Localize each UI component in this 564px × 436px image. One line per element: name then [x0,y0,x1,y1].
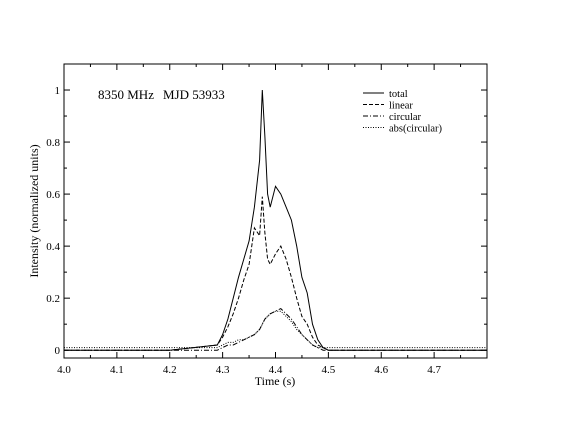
y-tick-label: 1 [55,85,61,97]
x-tick-label: 4.4 [269,364,283,376]
y-tick-label: 0.4 [46,241,60,253]
y-tick-label: 0.8 [46,137,60,149]
legend-label: abs(circular) [389,124,443,135]
x-tick-label: 4.3 [216,364,230,376]
plot-frame [63,63,488,359]
legend-label: total [389,89,408,100]
annotation-frequency: 8350 MHz [98,87,154,102]
series-line-3 [64,310,487,349]
series-group [64,89,487,351]
y-tick-label: 0 [55,345,61,357]
series-line-0 [64,89,487,351]
y-tick-label: 0.6 [46,189,60,201]
x-tick-label: 4.0 [57,364,71,376]
annotation-mjd: MJD 53933 [163,87,225,102]
y-tick-label: 0.2 [46,293,60,305]
series-line-1 [64,196,487,351]
x-tick-label: 4.7 [427,364,441,376]
series-line-2 [64,307,487,351]
x-tick-label: 4.2 [163,364,177,376]
x-axis-label: Time (s) [255,374,296,388]
y-axis-label: Intensity (normalized units) [27,144,41,277]
legend-label: linear [389,101,413,112]
legend-label: circular [389,112,422,123]
axis-ticks: 4.0 4.1 4.2 4.3 4.4 4.5 4.6 4.7 0 0.2 0.4 0.6 0.8 1 [46,64,488,376]
x-tick-label: 4.1 [110,364,124,376]
x-tick-label: 4.5 [322,364,336,376]
x-tick-label: 4.6 [374,364,388,376]
